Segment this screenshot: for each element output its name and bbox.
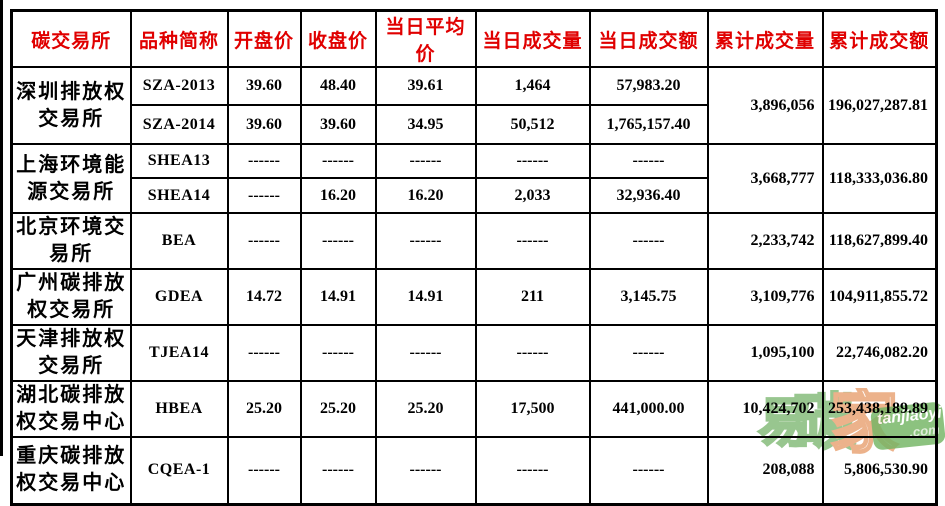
cell-value: ------ (226, 324, 302, 382)
cell-exchange: 天津排放权 交易所 (10, 324, 132, 382)
cell-code: BEA (129, 212, 229, 270)
cell-cum: 1,095,100 (706, 324, 824, 382)
cell-value: 16.20 (374, 177, 477, 214)
column-header-3: 收盘价 (299, 9, 377, 68)
data-table: 碳交易所 品种简称 开盘价 收盘价 当日平均价 当日成交量 当日成交额 累计成交量 累计成交额 … (10, 9, 938, 506)
cell-value: 39.60 (226, 66, 302, 106)
cell-code: TJEA14 (129, 324, 229, 382)
cell-cum: 253,438,189.89 (821, 380, 938, 438)
cell-code: CQEA-1 (129, 436, 229, 505)
table-row-3: SHEA14 ------ 16.20 16.20 2,033 32,936.40 (12, 177, 937, 214)
cell-exchange: 深圳排放权 交易所 (10, 66, 132, 145)
cell-cum: 208,088 (706, 436, 824, 505)
cell-value: ------ (299, 143, 377, 179)
cell-value: ------ (474, 324, 591, 382)
image-edge-line (0, 0, 3, 456)
cell-value: 2,033 (474, 177, 591, 214)
cell-value: 39.60 (226, 104, 302, 145)
cell-exchange: 湖北碳排放 权交易中心 (10, 380, 132, 438)
table-row-8: 重庆碳排放 权交易中心 CQEA-1 ------ ------ ------ -----… (10, 436, 938, 505)
table-row-2: 上海环境能 源交易所 SHEA13 ------ ------ ------ ------… (10, 143, 938, 214)
cell-cum: 196,027,287.81 (821, 66, 938, 145)
cell-value: ------ (374, 143, 477, 179)
cell-value: ------ (299, 212, 377, 270)
cell-cum: 3,896,056 (706, 66, 824, 145)
cell-cum: 2,233,742 (706, 212, 824, 270)
cell-value: ------ (226, 212, 302, 270)
column-header-1: 品种简称 (129, 9, 229, 68)
cell-value: 3,145.75 (588, 268, 709, 326)
cell-cum: 3,668,777 (706, 143, 824, 214)
column-header-2: 开盘价 (226, 9, 302, 68)
cell-cum: 10,424,702 (706, 380, 824, 438)
cell-value: 14.91 (374, 268, 477, 326)
cell-exchange: 广州碳排放 权交易所 (10, 268, 132, 326)
cell-code: SZA-2013 (129, 66, 229, 106)
cell-exchange: 北京环境交 易所 (10, 212, 132, 270)
carbon-exchange-table: 碳交易所 品种简称 开盘价 收盘价 当日平均价 当日成交量 当日成交额 累计成交量 累计成交额 … (10, 9, 938, 506)
cell-value: 50,512 (474, 104, 591, 145)
cell-code: GDEA (129, 268, 229, 326)
column-header-7: 累计成交量 (706, 9, 824, 68)
table-body: 深圳排放权 交易所 SZA-2013 39.60 48.40 39.61 1,464 57,… (10, 66, 938, 505)
cell-value: 14.91 (299, 268, 377, 326)
table-row-1: SZA-2014 39.60 39.60 34.95 50,512 1,765,157.4… (12, 104, 937, 145)
table-row-6: 天津排放权 交易所 TJEA14 ------ ------ ------ ------ -… (10, 324, 938, 382)
cell-value: ------ (374, 324, 477, 382)
cell-value: 25.20 (226, 380, 302, 438)
cell-code: SHEA14 (129, 177, 229, 214)
column-header-4: 当日平均价 (374, 9, 477, 68)
cell-value: ------ (588, 324, 709, 382)
cell-value: ------ (588, 436, 709, 505)
cell-value: ------ (374, 212, 477, 270)
cell-cum: 5,806,530.90 (821, 436, 938, 505)
cell-value: 39.60 (299, 104, 377, 145)
cell-exchange: 重庆碳排放 权交易中心 (10, 436, 132, 505)
cell-code: SZA-2014 (129, 104, 229, 145)
cell-value: ------ (374, 436, 477, 505)
cell-value: ------ (299, 324, 377, 382)
cell-value: 211 (474, 268, 591, 326)
cell-value: 48.40 (299, 66, 377, 106)
cell-value: ------ (226, 143, 302, 179)
cell-value: 25.20 (374, 380, 477, 438)
cell-value: ------ (474, 212, 591, 270)
cell-cum: 118,627,899.40 (821, 212, 938, 270)
cell-value: ------ (474, 436, 591, 505)
cell-value: ------ (588, 212, 709, 270)
cell-value: 25.20 (299, 380, 377, 438)
column-header-0: 碳交易所 (10, 9, 132, 68)
cell-value: 1,765,157.40 (588, 104, 709, 145)
cell-cum: 104,911,855.72 (821, 268, 938, 326)
cell-value: ------ (588, 143, 709, 179)
cell-value: ------ (299, 436, 377, 505)
cell-value: ------ (474, 143, 591, 179)
cell-value: 441,000.00 (588, 380, 709, 438)
header-row: 碳交易所 品种简称 开盘价 收盘价 当日平均价 当日成交量 当日成交额 累计成交量 累计成交额 (10, 9, 938, 68)
table-row-5: 广州碳排放 权交易所 GDEA 14.72 14.91 14.91 211 3,145.75… (10, 268, 938, 326)
table-row-7: 湖北碳排放 权交易中心 HBEA 25.20 25.20 25.20 17,500 441,… (10, 380, 938, 438)
cell-value: 57,983.20 (588, 66, 709, 106)
table-row-4: 北京环境交 易所 BEA ------ ------ ------ ------ -----… (10, 212, 938, 270)
column-header-5: 当日成交量 (474, 9, 591, 68)
column-header-8: 累计成交额 (821, 9, 938, 68)
cell-cum: 118,333,036.80 (821, 143, 938, 214)
cell-cum: 22,746,082.20 (821, 324, 938, 382)
cell-value: 1,464 (474, 66, 591, 106)
cell-value: 32,936.40 (588, 177, 709, 214)
cell-cum: 3,109,776 (706, 268, 824, 326)
cell-value: 34.95 (374, 104, 477, 145)
cell-code: SHEA13 (129, 143, 229, 179)
cell-value: ------ (226, 177, 302, 214)
cell-value: 39.61 (374, 66, 477, 106)
cell-value: 17,500 (474, 380, 591, 438)
cell-value: ------ (226, 436, 302, 505)
cell-value: 14.72 (226, 268, 302, 326)
cell-exchange: 上海环境能 源交易所 (10, 143, 132, 214)
cell-value: 16.20 (299, 177, 377, 214)
cell-code: HBEA (129, 380, 229, 438)
table-row-0: 深圳排放权 交易所 SZA-2013 39.60 48.40 39.61 1,464 57,… (10, 66, 938, 145)
column-header-6: 当日成交额 (588, 9, 709, 68)
